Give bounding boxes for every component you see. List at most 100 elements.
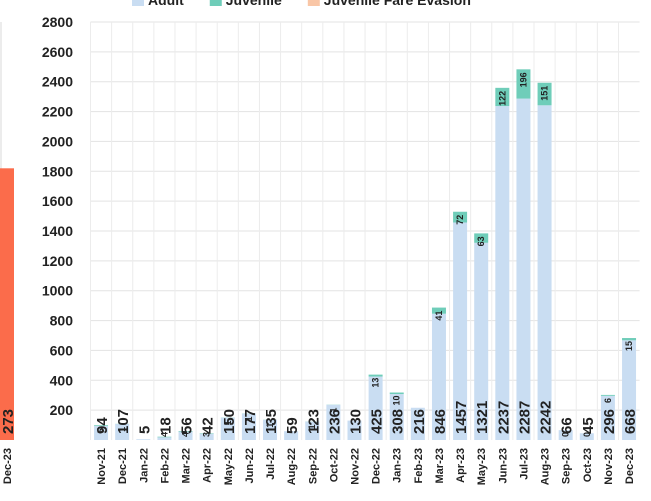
value-label-small: 122 xyxy=(497,91,507,106)
value-label-small: 10 xyxy=(392,396,402,406)
value-label: 273 xyxy=(0,409,17,434)
x-tick-label: Mar-23 xyxy=(434,448,446,483)
x-tick-label: Oct-22 xyxy=(328,448,340,482)
bar-segment xyxy=(220,417,235,440)
x-tick-label: Dec-23 xyxy=(2,448,14,484)
y-tick-label: 400 xyxy=(50,372,74,388)
value-label: 1457 xyxy=(453,401,470,434)
x-tick-label: Nov-21 xyxy=(96,448,108,485)
value-label: 18 xyxy=(157,417,174,434)
legend-swatch xyxy=(307,0,320,6)
x-tick-label: Aug-23 xyxy=(540,448,552,485)
value-label: 2237 xyxy=(495,401,512,434)
x-tick-label: Feb-22 xyxy=(159,448,171,483)
bar-segment xyxy=(622,338,637,341)
bar-segment xyxy=(495,87,510,107)
y-tick-label: 1600 xyxy=(42,193,73,209)
value-label: 5 xyxy=(136,426,153,434)
value-label: 130 xyxy=(347,409,364,434)
x-tick-label: Apr-23 xyxy=(455,448,467,483)
x-tick-label: Feb-23 xyxy=(413,448,425,483)
bar-segment xyxy=(178,431,193,432)
value-label: 135 xyxy=(263,409,280,434)
bar-segment xyxy=(410,407,425,440)
bar-segment xyxy=(94,425,109,426)
legend-swatch xyxy=(132,0,144,6)
value-label: 2287 xyxy=(516,401,533,434)
x-tick-label: Jan-22 xyxy=(138,448,150,483)
value-label: 216 xyxy=(411,409,428,434)
value-label: 45 xyxy=(580,417,597,434)
x-tick-label: Jun-22 xyxy=(244,448,256,483)
bar-segment xyxy=(600,394,615,396)
value-label-small: 1 xyxy=(328,408,338,413)
value-label-small: 4 xyxy=(181,432,191,437)
bar-segment xyxy=(368,376,383,440)
value-label: 177 xyxy=(242,409,259,434)
value-label: 1321 xyxy=(474,401,491,434)
value-label: 107 xyxy=(115,409,132,434)
x-tick-label: Dec-22 xyxy=(371,448,383,484)
value-label-small: 15 xyxy=(624,341,634,351)
value-label-small: 41 xyxy=(434,311,444,321)
bar-segment xyxy=(326,404,341,440)
x-tick-label: Oct-23 xyxy=(582,448,594,482)
x-tick-label: Dec-23 xyxy=(624,448,636,484)
bar-segment xyxy=(241,413,256,440)
value-label-small: 1 xyxy=(307,424,317,429)
value-label-small: 1 xyxy=(223,420,233,425)
bar-segment xyxy=(474,233,489,243)
legend-label: Juvenile Fare Evasion xyxy=(324,0,471,8)
value-label: 296 xyxy=(601,409,618,434)
value-label-small: 5 xyxy=(96,428,106,433)
x-tick-label: Jul-23 xyxy=(518,448,530,480)
bar-segment xyxy=(516,98,531,441)
x-tick-label: Jul-22 xyxy=(265,448,277,480)
value-label-small: 3 xyxy=(202,432,212,437)
bar-segment xyxy=(537,82,552,106)
value-label: 308 xyxy=(390,409,407,434)
x-tick-label: Apr-22 xyxy=(202,448,214,483)
value-label: 56 xyxy=(179,417,196,434)
x-tick-label: Aug-22 xyxy=(286,448,298,485)
bar-segment xyxy=(368,374,383,377)
x-tick-label: May-22 xyxy=(223,448,235,485)
bar-segment xyxy=(199,433,214,440)
value-label-small: 0 xyxy=(561,432,571,437)
bar-segment xyxy=(157,436,172,438)
bar-segment xyxy=(389,394,404,440)
x-tick-label: Nov-23 xyxy=(603,448,615,485)
bar-segment xyxy=(453,211,468,223)
value-label-small: 196 xyxy=(518,72,528,87)
value-label-small: 1 xyxy=(117,427,127,432)
value-label-small: 1 xyxy=(244,416,254,421)
value-label-small: 1 xyxy=(265,423,275,428)
bar-segment xyxy=(389,392,404,395)
bar-segment xyxy=(178,431,193,440)
y-tick-label: 1400 xyxy=(42,223,73,239)
value-label-small: 4 xyxy=(159,432,169,437)
x-tick-label: Sep-22 xyxy=(307,448,319,484)
bar-segment xyxy=(136,439,151,440)
legend-swatch xyxy=(209,0,222,6)
bar-segment xyxy=(453,222,468,440)
bar-segment xyxy=(431,307,446,314)
value-label: 150 xyxy=(221,409,238,434)
bar-segment xyxy=(115,424,130,440)
bar-segment xyxy=(347,420,362,440)
bar-segment xyxy=(474,242,489,440)
x-tick-label: Dec-21 xyxy=(117,448,129,484)
bar-segment xyxy=(157,437,172,440)
value-label-small: 151 xyxy=(540,86,550,101)
bar xyxy=(0,168,14,441)
value-label: 94 xyxy=(94,417,111,434)
legend-label: Juvenile xyxy=(226,0,282,8)
bar-segment xyxy=(622,340,637,440)
value-label-small: 13 xyxy=(371,378,381,388)
y-tick-label: 2800 xyxy=(42,14,73,30)
y-tick-label: 1800 xyxy=(42,163,73,179)
y-tick-label: 1200 xyxy=(42,253,73,269)
x-tick-label: Jan-23 xyxy=(392,448,404,483)
value-label: 425 xyxy=(369,409,386,434)
